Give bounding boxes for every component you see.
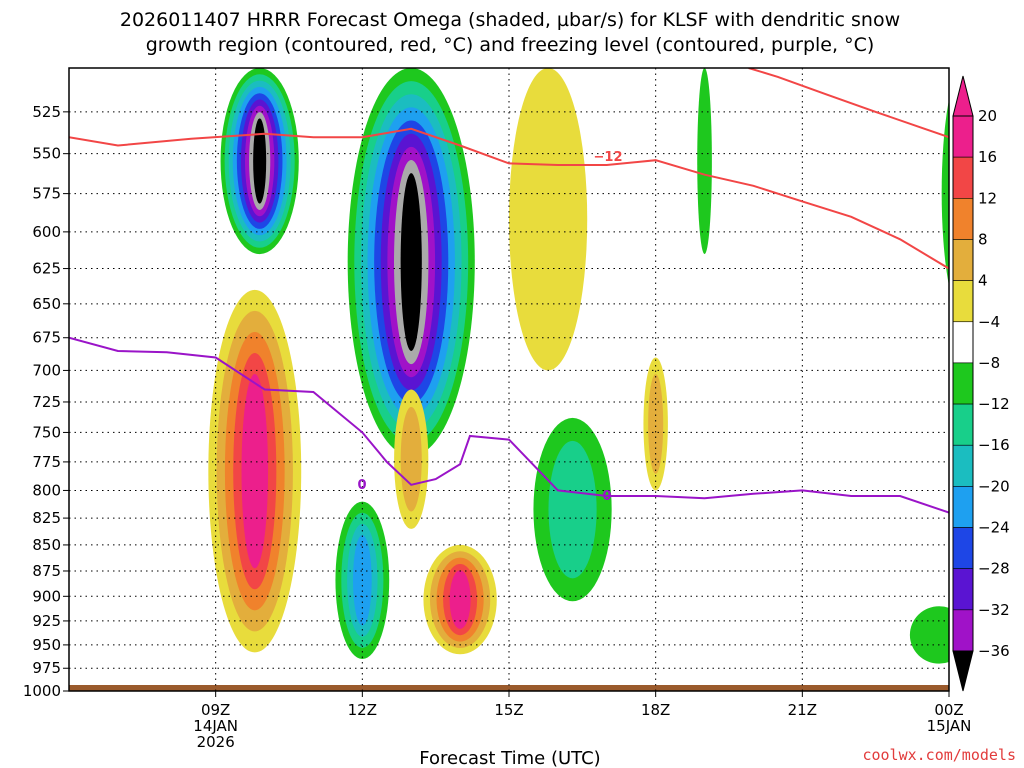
y-tick-label: 925 — [32, 612, 61, 630]
colorbar-segment-blue — [952, 527, 974, 569]
y-tick-label: 875 — [32, 562, 61, 580]
colorbar-segment-red — [952, 156, 974, 199]
colorbar-segment-skyblue — [952, 486, 974, 528]
chart-title-line2: growth region (contoured, red, °C) and f… — [146, 34, 875, 56]
colorbar-label: 8 — [978, 230, 988, 248]
omega-contour-ascent-upper-right — [941, 99, 949, 286]
colorbar-label: −12 — [978, 395, 1010, 413]
colorbar-label: 16 — [978, 148, 997, 166]
x-tick-label: 21Z — [788, 701, 817, 719]
colorbar-frame — [952, 115, 974, 652]
x-tick-label: 2026 — [197, 733, 235, 751]
y-tick-label: 625 — [32, 260, 61, 278]
colorbar-label: 4 — [978, 272, 988, 290]
colorbar-segment-green — [952, 362, 974, 405]
omega-contour-ascent-core-upper — [253, 118, 267, 204]
colorbar-label: −28 — [978, 560, 1010, 578]
colorbar-segment-yellow — [952, 280, 974, 323]
colorbar-segment-cyan — [952, 444, 974, 487]
colorbar-segment-white — [952, 321, 974, 364]
colorbar-label: −4 — [978, 313, 1000, 331]
x-tick-label: 00Z — [934, 701, 963, 719]
y-tick-label: 850 — [32, 536, 61, 554]
x-tick-label: 14JAN — [193, 717, 238, 735]
y-tick-label: 750 — [32, 423, 61, 441]
dgz-contour-label: −12 — [594, 150, 623, 165]
dendritic-growth-contour — [69, 127, 949, 270]
omega-shading — [208, 68, 949, 664]
colorbar-label: −32 — [978, 601, 1010, 619]
x-tick-label: 12Z — [348, 701, 377, 719]
freezing-contour-label: 0 — [357, 478, 366, 493]
colorbar-segment-indigo — [952, 568, 974, 611]
x-tick-label: 15JAN — [927, 717, 972, 735]
y-tick-label: 725 — [32, 393, 61, 411]
x-tick-label: 15Z — [494, 701, 523, 719]
omega-contour-ascent-core-mid — [400, 173, 422, 351]
x-tick-label: 18Z — [641, 701, 670, 719]
omega-contour-descent-small-18z — [648, 374, 664, 474]
y-tick-label: 700 — [32, 361, 61, 379]
freezing-level-contour — [69, 336, 949, 514]
y-tick-label: 575 — [32, 185, 61, 203]
colorbar-label: −20 — [978, 477, 1010, 495]
y-tick-label: 550 — [32, 145, 61, 163]
y-tick-label: 1000 — [23, 682, 61, 700]
colorbar-segment-gold — [952, 239, 974, 281]
y-tick-label: 900 — [32, 587, 61, 605]
omega-contour-ascent-mid-16z — [548, 440, 597, 579]
ground-terrain — [69, 685, 949, 691]
colorbar-label: −8 — [978, 354, 1000, 372]
omega-contour-descent-column — [241, 374, 269, 569]
y-tick-label: 525 — [32, 103, 61, 121]
omega-contour-descent-plume — [508, 68, 588, 371]
colorbar-segment-teal — [952, 403, 974, 446]
omega-contour-descent-pocket-low — [449, 570, 471, 629]
colorbar-label: 20 — [978, 107, 997, 125]
x-axis-label: Forecast Time (UTC) — [419, 748, 600, 768]
y-axis: 525 550 575 600 625 650 675 700 725 750 775 800 825 8… — [23, 103, 69, 700]
y-tick-label: 825 — [32, 509, 61, 527]
x-tick-label: 09Z — [201, 701, 230, 719]
colorbar: 20 16 12 8 4 −4 −8 −12 −16 −20 −24 −28 −32 −36 — [952, 75, 1010, 692]
colorbar-label: −36 — [978, 642, 1010, 660]
colorbar-label: 12 — [978, 189, 997, 207]
y-tick-label: 950 — [32, 636, 61, 654]
y-tick-label: 800 — [32, 481, 61, 499]
gridlines — [69, 68, 949, 691]
colorbar-segment-magenta — [952, 115, 974, 158]
dendritic-growth-upper-contour — [748, 68, 949, 139]
colorbar-segment-orange — [952, 198, 974, 240]
freezing-contour-label: 0 — [602, 489, 611, 504]
omega-contour-descent-pocket-mid — [400, 406, 422, 512]
chart-title-line1: 2026011407 HRRR Forecast Omega (shaded, … — [120, 9, 900, 31]
y-tick-label: 650 — [32, 295, 61, 313]
y-tick-label: 600 — [32, 223, 61, 241]
y-tick-label: 975 — [32, 659, 61, 677]
source-credit: coolwx.com/models — [862, 746, 1016, 764]
colorbar-label: −16 — [978, 436, 1010, 454]
colorbar-label: −24 — [978, 519, 1010, 537]
omega-contour-ascent-thin-19z — [697, 68, 712, 255]
y-tick-label: 775 — [32, 453, 61, 471]
y-tick-label: 675 — [32, 329, 61, 347]
colorbar-segment-purple — [952, 609, 974, 652]
